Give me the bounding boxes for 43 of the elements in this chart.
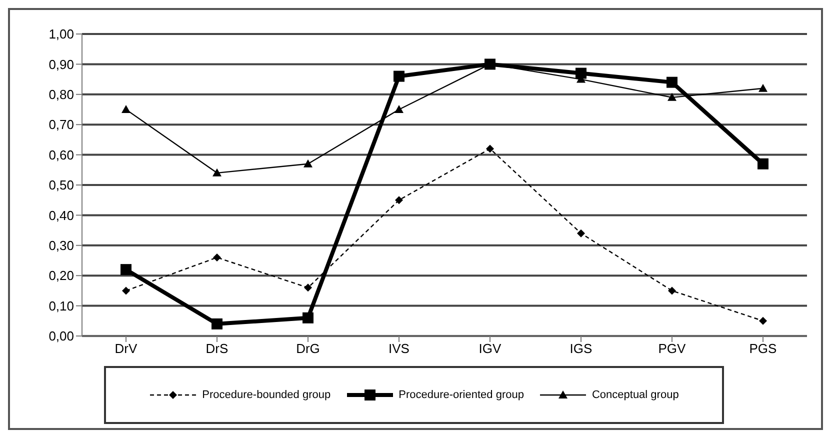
x-tick-label: PGV xyxy=(658,341,686,356)
y-tick-label: 0,00 xyxy=(48,328,74,344)
point xyxy=(394,70,404,82)
y-tick-label: 0,40 xyxy=(48,208,74,223)
x-tick-label: IVS xyxy=(388,341,410,356)
legend-label: Procedure-oriented group xyxy=(398,389,524,401)
point xyxy=(759,316,767,325)
point xyxy=(577,229,585,238)
point xyxy=(213,253,221,262)
y-tick-label: 0,90 xyxy=(48,56,74,72)
x-tick-label: IGV xyxy=(478,341,502,356)
y-tick-label: 1,00 xyxy=(48,26,74,42)
legend-label: Procedure-bounded group xyxy=(202,389,331,401)
y-tick-label: 0,70 xyxy=(48,117,74,132)
y-tick-label: 0,80 xyxy=(48,87,74,102)
y-tick-label: 0,60 xyxy=(48,147,74,162)
point xyxy=(122,286,130,295)
y-tick-label: 0,30 xyxy=(48,238,74,254)
y-tick-label: 0,10 xyxy=(48,298,74,314)
point xyxy=(668,92,676,101)
point xyxy=(304,284,312,292)
point xyxy=(120,264,132,276)
x-tick-label: IGS xyxy=(570,341,593,356)
point xyxy=(122,105,130,113)
x-tick-label: DrS xyxy=(206,341,229,356)
point xyxy=(212,318,222,330)
point xyxy=(666,76,678,88)
x-tick-label: PGS xyxy=(749,341,778,356)
point xyxy=(486,144,494,153)
legend-label: Conceptual group xyxy=(592,389,679,401)
point xyxy=(302,312,314,324)
point xyxy=(212,168,222,176)
x-tick-label: DrG xyxy=(296,341,320,356)
point xyxy=(395,196,403,204)
point xyxy=(576,68,586,79)
point xyxy=(304,159,312,168)
point xyxy=(668,286,676,295)
x-tick-label: DrV xyxy=(114,341,138,356)
point xyxy=(394,105,404,113)
point xyxy=(758,158,768,170)
y-tick-label: 0,20 xyxy=(48,268,74,284)
point xyxy=(758,84,768,92)
y-tick-label: 0,50 xyxy=(48,178,74,193)
